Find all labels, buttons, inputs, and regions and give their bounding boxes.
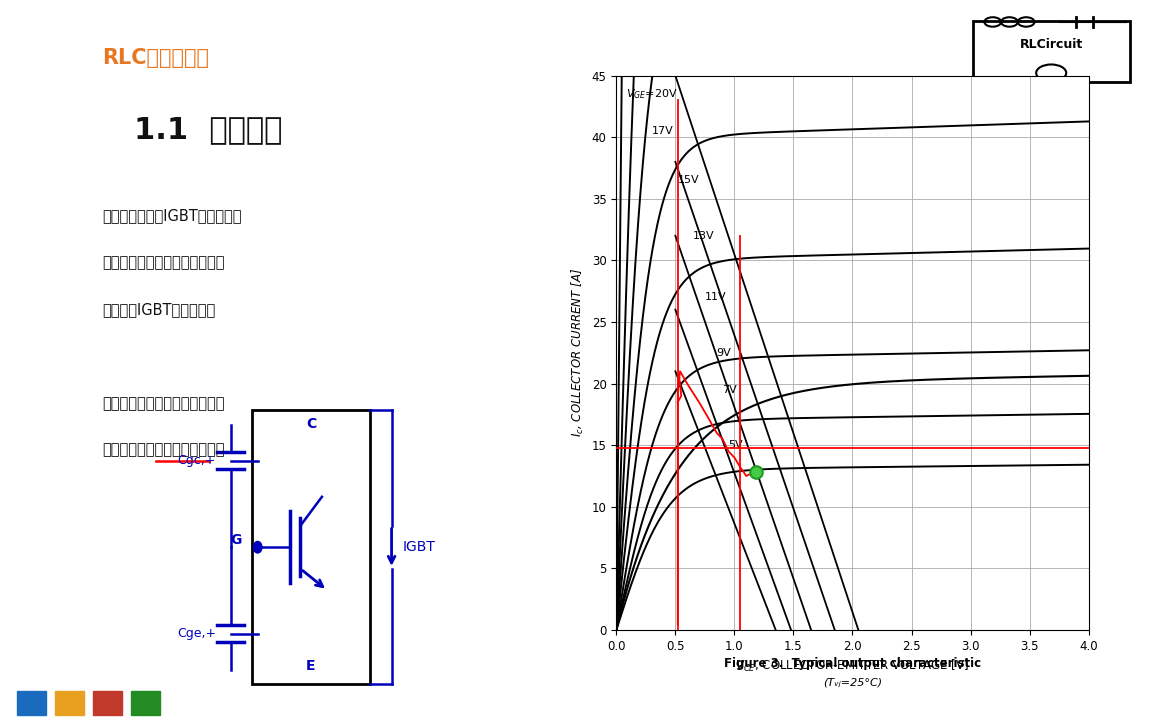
- Text: Cgc,+: Cgc,+: [177, 454, 215, 467]
- Bar: [972, 21, 1130, 83]
- Text: C: C: [306, 418, 316, 431]
- Text: RLC电子工程师: RLC电子工程师: [103, 48, 210, 68]
- Text: 11V: 11V: [705, 292, 727, 302]
- Text: ▲  ◀  ▶: ▲ ◀ ▶: [1083, 698, 1117, 708]
- Text: 9V: 9V: [717, 348, 732, 358]
- Text: 压来抄取门极电容中储存的电荷: 压来抄取门极电容中储存的电荷: [103, 443, 225, 457]
- Bar: [17, 690, 46, 715]
- Text: 驱动电路需要在IGBT开通时提供: 驱动电路需要在IGBT开通时提供: [103, 209, 242, 223]
- Text: G: G: [230, 533, 242, 547]
- Text: IGBT: IGBT: [402, 540, 435, 554]
- X-axis label: $V_{CE}$, COLLECTOR-EMITTER VOLTAGE [V]: $V_{CE}$, COLLECTOR-EMITTER VOLTAGE [V]: [735, 658, 970, 675]
- Text: 一定幅値的正向电压，向门极电: 一定幅値的正向电压，向门极电: [103, 256, 225, 270]
- Text: Figure 3.  Typical output characteristic: Figure 3. Typical output characteristic: [723, 657, 982, 670]
- Text: E: E: [306, 659, 316, 672]
- Bar: [55, 690, 84, 715]
- Text: (Tᵥⱼ=25°C): (Tᵥⱼ=25°C): [823, 678, 882, 688]
- Text: 13V: 13V: [694, 230, 714, 240]
- Y-axis label: $I_c$, COLLECTOR CURRENT [A]: $I_c$, COLLECTOR CURRENT [A]: [570, 268, 586, 438]
- Text: 1.1  驱动电压: 1.1 驱动电压: [135, 115, 282, 144]
- Bar: [131, 690, 160, 715]
- Text: Cge,+: Cge,+: [177, 627, 217, 640]
- Circle shape: [253, 541, 262, 553]
- Text: 容充电使IGBT达到饱和；: 容充电使IGBT达到饱和；: [103, 302, 215, 317]
- Text: RLCircuit: RLCircuit: [1020, 38, 1083, 51]
- Text: 17V: 17V: [652, 126, 674, 136]
- Text: $V_{GE}$=20V: $V_{GE}$=20V: [626, 87, 677, 101]
- Bar: [93, 690, 122, 715]
- Bar: [252, 410, 370, 684]
- Text: 在关断时提供一定幅値的关断负: 在关断时提供一定幅値的关断负: [103, 396, 225, 410]
- Text: 5V: 5V: [728, 440, 743, 450]
- Text: 15V: 15V: [677, 175, 699, 185]
- Text: 7V: 7V: [722, 384, 737, 395]
